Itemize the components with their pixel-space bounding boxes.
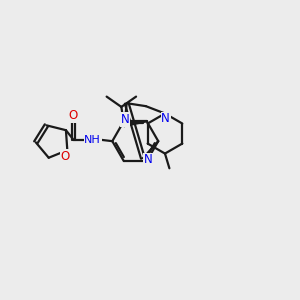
Text: O: O (60, 150, 70, 163)
Text: N: N (121, 113, 129, 126)
Text: N: N (161, 112, 170, 125)
Text: O: O (69, 109, 78, 122)
Text: NH: NH (84, 135, 101, 145)
Text: N: N (144, 153, 153, 166)
